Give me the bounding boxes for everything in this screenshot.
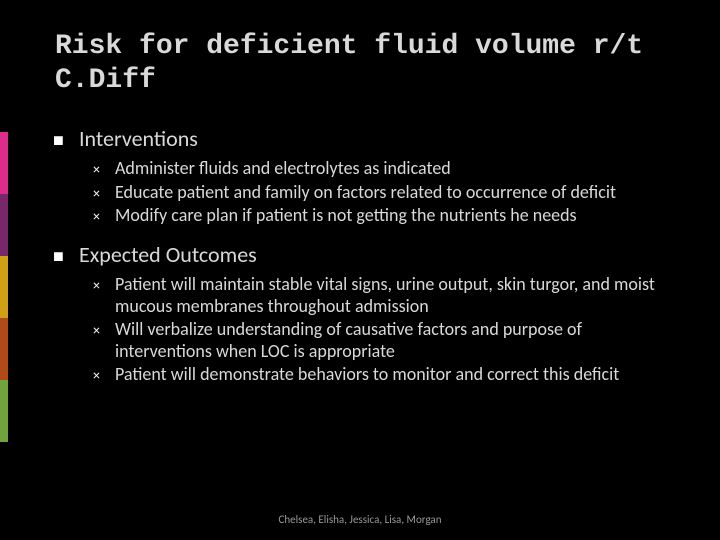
- section-label: Expected Outcomes: [79, 241, 257, 268]
- list-item-text: Will verbalize understanding of causativ…: [115, 319, 680, 362]
- subbullet-icon: ×: [93, 277, 103, 294]
- subbullet-icon: ×: [93, 185, 103, 202]
- list-item-text: Modify care plan if patient is not getti…: [115, 205, 577, 227]
- list-item: × Administer fluids and electrolytes as i…: [93, 158, 680, 180]
- subbullet-icon: ×: [93, 208, 103, 225]
- sublist: × Administer fluids and electrolytes as i…: [93, 158, 680, 227]
- subbullet-icon: ×: [93, 367, 103, 384]
- list-item-text: Educate patient and family on factors re…: [115, 182, 616, 204]
- section-heading: ■ Expected Outcomes: [53, 241, 680, 268]
- list-item-text: Administer fluids and electrolytes as in…: [115, 158, 451, 180]
- bullet-icon: ■: [53, 245, 65, 267]
- slide-body: ■ Interventions × Administer fluids and ele…: [55, 125, 680, 400]
- section-heading: ■ Interventions: [53, 125, 680, 152]
- sublist: × Patient will maintain stable vital sign…: [93, 274, 680, 386]
- list-item-text: Patient will demonstrate behaviors to mo…: [115, 364, 619, 386]
- bullet-icon: ■: [53, 129, 65, 151]
- slide-title: Risk for deficient fluid volume r/t C.Di…: [55, 30, 680, 97]
- list-item: × Patient will maintain stable vital sign…: [93, 274, 680, 317]
- subbullet-icon: ×: [93, 322, 103, 339]
- section-label: Interventions: [79, 125, 198, 152]
- slide-footer: Chelsea, Elisha, Jessica, Lisa, Morgan: [0, 513, 720, 526]
- list-item: × Educate patient and family on factors r…: [93, 182, 680, 204]
- list-item: × Will verbalize understanding of causat…: [93, 319, 680, 362]
- subbullet-icon: ×: [93, 161, 103, 178]
- list-item-text: Patient will maintain stable vital signs…: [115, 274, 680, 317]
- list-item: × Modify care plan if patient is not gett…: [93, 205, 680, 227]
- slide-content: Risk for deficient fluid volume r/t C.Di…: [0, 0, 720, 540]
- list-item: × Patient will demonstrate behaviors to …: [93, 364, 680, 386]
